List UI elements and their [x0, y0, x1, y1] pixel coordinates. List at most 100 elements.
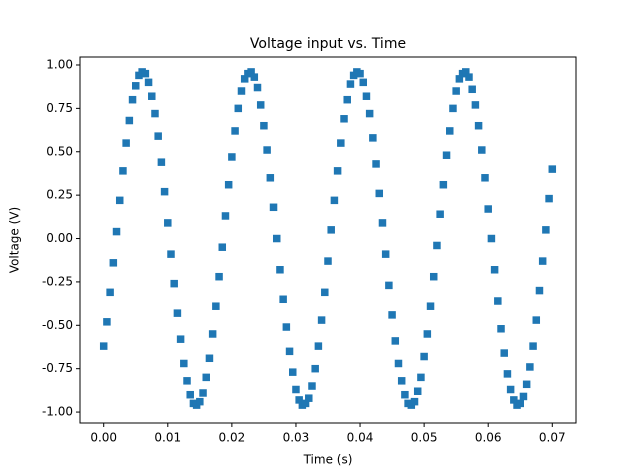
data-point	[346, 80, 355, 88]
data-point	[439, 180, 448, 189]
data-point	[532, 316, 541, 324]
y-tick-label: -1.00	[42, 405, 73, 419]
data-point	[205, 354, 214, 363]
data-point	[375, 189, 384, 198]
data-point	[452, 87, 460, 95]
data-point	[413, 387, 422, 395]
data-point	[500, 349, 508, 357]
data-point	[237, 87, 246, 95]
data-point	[388, 311, 396, 319]
data-point	[548, 165, 557, 173]
data-point	[327, 226, 335, 234]
data-point	[253, 83, 262, 92]
data-point	[490, 266, 499, 274]
data-point	[128, 95, 137, 104]
data-point	[148, 92, 156, 100]
data-point	[503, 370, 512, 378]
data-point	[196, 397, 204, 406]
data-point	[231, 127, 239, 135]
data-point	[369, 134, 377, 142]
data-point	[487, 234, 496, 243]
data-point	[295, 396, 303, 404]
data-point	[330, 196, 339, 205]
data-point	[234, 104, 243, 113]
data-point	[474, 121, 483, 130]
data-point	[144, 78, 153, 87]
data-point	[494, 297, 502, 305]
y-tick-label: 0.75	[46, 101, 73, 115]
data-point	[340, 115, 348, 123]
chart-title: Voltage input vs. Time	[250, 36, 406, 52]
data-point	[314, 342, 323, 350]
data-point	[157, 158, 166, 166]
data-point	[468, 85, 476, 94]
data-point	[186, 390, 194, 399]
data-point	[385, 281, 393, 290]
data-point	[103, 318, 111, 326]
data-point	[256, 101, 265, 109]
data-point	[484, 205, 492, 213]
x-axis-label: Time (s)	[303, 453, 353, 467]
data-point	[221, 212, 230, 220]
x-tick-label: 0.01	[154, 431, 181, 445]
data-point	[446, 127, 454, 135]
data-point	[410, 397, 419, 406]
data-point	[465, 73, 473, 81]
data-point	[215, 272, 223, 281]
data-point	[333, 167, 342, 175]
data-point	[202, 373, 210, 382]
data-point	[199, 389, 207, 397]
data-point	[272, 234, 281, 243]
data-point	[119, 167, 127, 175]
data-point	[112, 227, 121, 236]
data-point	[276, 266, 284, 274]
data-point	[99, 342, 108, 350]
data-point	[250, 73, 259, 81]
data-point	[442, 151, 451, 159]
data-point	[478, 146, 486, 154]
data-point	[497, 325, 505, 333]
data-point	[170, 279, 178, 288]
data-point	[125, 116, 134, 125]
data-point	[208, 330, 217, 338]
data-point	[122, 139, 130, 147]
data-point	[426, 302, 435, 310]
data-point	[535, 286, 544, 295]
data-point	[263, 146, 271, 154]
data-point	[115, 196, 124, 205]
data-point	[160, 187, 169, 196]
data-point	[343, 95, 351, 104]
data-point	[132, 82, 140, 90]
data-point	[538, 257, 547, 265]
data-point	[141, 69, 150, 78]
data-point	[449, 104, 457, 113]
data-point	[173, 309, 182, 317]
data-point	[381, 250, 390, 258]
data-point	[305, 394, 313, 402]
x-tick-label: 0.07	[539, 431, 566, 445]
data-point	[106, 288, 114, 297]
data-point	[260, 121, 268, 130]
data-point	[391, 337, 400, 345]
data-point	[317, 316, 326, 324]
data-point	[183, 377, 191, 385]
data-point	[362, 92, 371, 100]
data-point	[462, 68, 470, 76]
data-point	[417, 373, 425, 382]
x-tick-label: 0.03	[283, 431, 310, 445]
data-point	[394, 359, 403, 368]
data-point	[218, 243, 227, 251]
data-point	[311, 364, 319, 373]
data-point	[519, 392, 528, 401]
data-point	[481, 174, 489, 182]
data-point	[471, 101, 480, 109]
data-point	[401, 390, 409, 399]
data-point	[545, 194, 553, 203]
data-point	[542, 226, 550, 234]
y-tick-label: -0.75	[42, 361, 73, 375]
data-point	[224, 180, 233, 189]
x-tick-label: 0.02	[219, 431, 246, 445]
x-tick-label: 0.05	[411, 431, 438, 445]
